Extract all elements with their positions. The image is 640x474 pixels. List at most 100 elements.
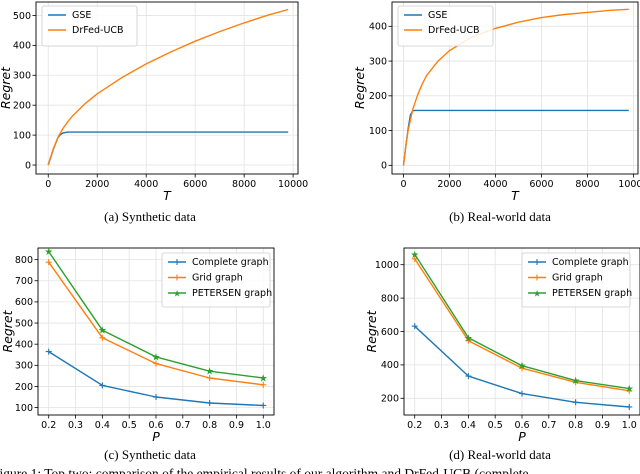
y-tick-label: 800 bbox=[15, 255, 33, 266]
y-tick-label: 400 bbox=[15, 339, 33, 350]
data-point-petersen-graph: ★ bbox=[571, 376, 580, 387]
data-point-grid-graph bbox=[153, 360, 159, 367]
x-tick-label: 0.9 bbox=[229, 420, 244, 431]
y-axis-label: Regret bbox=[352, 66, 367, 109]
series-line-drfed-ucb bbox=[47, 8, 289, 166]
legend-box bbox=[161, 252, 271, 308]
data-point-grid-graph bbox=[411, 255, 418, 262]
y-axis-label: Regret bbox=[364, 309, 379, 352]
legend-label-complete-graph: Complete graph bbox=[192, 257, 269, 268]
legend-label-grid-graph: Grid graph bbox=[192, 273, 243, 284]
y-tick-label: 100 bbox=[369, 126, 387, 137]
y-tick-label: 500 bbox=[15, 318, 33, 329]
x-tick-label: 6000 bbox=[529, 179, 553, 190]
data-point-complete-graph bbox=[572, 399, 579, 406]
x-tick-label: 1.0 bbox=[622, 420, 637, 431]
x-tick-label: 2000 bbox=[85, 179, 109, 190]
series-line-gse bbox=[47, 131, 289, 166]
panel-d: 0.2 0.3 0.4 0.5 0.6 0.7 0.8 0.9 1.0 200 400 600 800 1… bbox=[364, 247, 640, 444]
x-tick-label: 0.5 bbox=[122, 420, 137, 431]
x-tick-label: 0.9 bbox=[595, 420, 610, 431]
y-tick-label: 0 bbox=[381, 161, 387, 172]
plot-frame bbox=[391, 1, 639, 175]
data-point-petersen-graph: ★ bbox=[464, 333, 473, 344]
y-tick-label: 800 bbox=[381, 293, 399, 304]
data-point-petersen-graph: ★ bbox=[44, 247, 53, 258]
data-point-complete-graph bbox=[411, 323, 418, 330]
figure-caption: Figure 1: Top two: comparison of the emp… bbox=[0, 466, 528, 474]
legend-label-drfed-ucb: DrFed-UCB bbox=[428, 25, 480, 36]
y-tick-label: 200 bbox=[381, 394, 399, 405]
x-tick-label: 0.4 bbox=[461, 420, 476, 431]
x-tick-label: 0.7 bbox=[175, 420, 190, 431]
data-point-grid-graph bbox=[465, 337, 472, 344]
subcaption-a: (a) Synthetic data bbox=[104, 209, 196, 224]
data-point-petersen-graph: ★ bbox=[625, 384, 634, 395]
legend-label-petersen-graph: PETERSEN graph bbox=[192, 288, 272, 299]
x-tick-label: 0.8 bbox=[568, 420, 583, 431]
y-tick-label: 300 bbox=[13, 71, 31, 82]
y-axis-label: Regret bbox=[0, 66, 13, 109]
panel-c: 0.2 0.3 0.4 0.5 0.6 0.7 0.8 0.9 1.0 100 200 300 400 5… bbox=[0, 247, 275, 444]
x-tick-label: 4000 bbox=[483, 179, 507, 190]
data-point-complete-graph bbox=[45, 348, 52, 355]
data-point-petersen-graph: ★ bbox=[98, 326, 107, 337]
y-axis-label: Regret bbox=[0, 309, 15, 352]
y-tick-label: 400 bbox=[13, 41, 31, 52]
legend-label-drfed-ucb: DrFed-UCB bbox=[72, 25, 124, 36]
y-tick-label: 400 bbox=[369, 22, 387, 33]
x-tick-label: 0.2 bbox=[407, 420, 422, 431]
x-tick-label: 6000 bbox=[183, 179, 207, 190]
data-point-complete-graph bbox=[519, 390, 525, 397]
x-axis-label: T bbox=[163, 188, 172, 203]
x-tick-label: 0.4 bbox=[95, 420, 110, 431]
data-point-complete-graph bbox=[206, 399, 213, 406]
y-tick-label: 0 bbox=[25, 160, 31, 171]
y-tick-label: 300 bbox=[369, 56, 387, 67]
data-point-complete-graph bbox=[99, 382, 106, 389]
series-line-petersen-graph bbox=[48, 251, 264, 379]
y-tick-label: 200 bbox=[15, 382, 33, 393]
series-line-drfed-ucb bbox=[402, 8, 629, 166]
y-tick-label: 600 bbox=[15, 297, 33, 308]
x-tick-label: 10000 bbox=[618, 179, 640, 190]
legend-label-petersen-graph: PETERSEN graph bbox=[552, 288, 632, 299]
data-point-complete-graph bbox=[260, 402, 267, 409]
data-point-petersen-graph: ★ bbox=[259, 374, 268, 385]
subcaption-c: (c) Synthetic data bbox=[104, 447, 196, 462]
data-point-grid-graph bbox=[626, 387, 633, 394]
data-point-grid-graph bbox=[45, 259, 52, 266]
panel-b: 0 2000 4000 6000 8000 10000 0 100 200 300 400 T Regr… bbox=[352, 1, 640, 203]
y-tick-label: 700 bbox=[15, 276, 33, 287]
data-point-petersen-graph: ★ bbox=[518, 361, 527, 372]
x-tick-label: 0.3 bbox=[434, 420, 449, 431]
x-tick-label: 8000 bbox=[232, 179, 256, 190]
y-tick-label: 100 bbox=[15, 403, 33, 414]
x-tick-label: 0.7 bbox=[541, 420, 556, 431]
legend-label-complete-graph: Complete graph bbox=[552, 257, 629, 268]
x-tick-label: 0.2 bbox=[41, 420, 56, 431]
x-axis-label: P bbox=[152, 429, 160, 444]
legend-label-gse: GSE bbox=[72, 10, 91, 21]
series-line-gse bbox=[402, 109, 629, 166]
legend-box bbox=[397, 5, 494, 47]
data-point-complete-graph bbox=[153, 394, 159, 401]
x-tick-label: 0.5 bbox=[488, 420, 503, 431]
x-tick-label: 8000 bbox=[575, 179, 599, 190]
data-point-petersen-graph: ★ bbox=[152, 352, 161, 363]
y-tick-label: 400 bbox=[381, 360, 399, 371]
x-tick-label: 2000 bbox=[437, 179, 461, 190]
plot-frame bbox=[35, 1, 299, 175]
y-tick-label: 600 bbox=[381, 327, 399, 338]
y-tick-label: 1000 bbox=[375, 260, 399, 271]
data-point-complete-graph bbox=[626, 403, 633, 410]
x-tick-label: 0.6 bbox=[148, 420, 163, 431]
legend-label-gse: GSE bbox=[428, 10, 447, 21]
legend-box bbox=[41, 5, 138, 47]
y-tick-label: 100 bbox=[13, 130, 31, 141]
x-tick-label: 1.0 bbox=[256, 420, 271, 431]
x-tick-label: 4000 bbox=[134, 179, 158, 190]
x-tick-label: 0.3 bbox=[68, 420, 83, 431]
y-tick-label: 500 bbox=[13, 11, 31, 22]
